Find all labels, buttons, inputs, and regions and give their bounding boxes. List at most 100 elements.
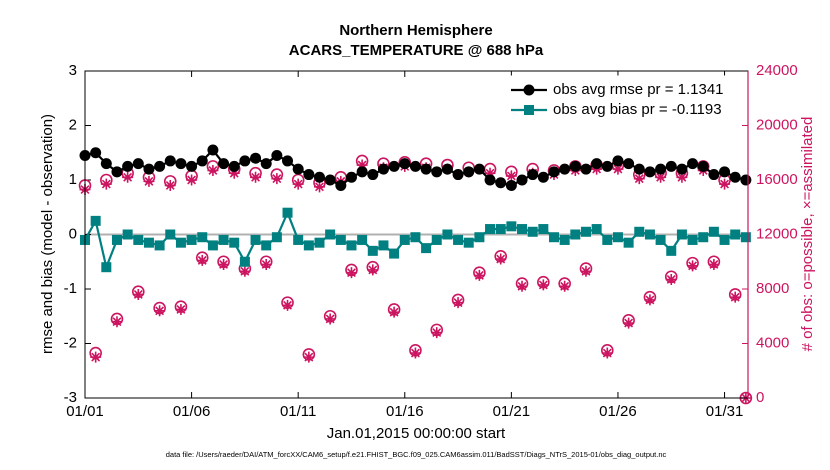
data-point bbox=[282, 207, 293, 218]
y2-tick-label: 0 bbox=[756, 389, 764, 406]
data-point bbox=[505, 179, 517, 191]
data-point bbox=[196, 155, 208, 167]
data-point bbox=[453, 234, 464, 245]
data-point bbox=[473, 269, 485, 281]
data-point bbox=[110, 312, 124, 326]
data-point bbox=[132, 288, 144, 300]
data-point bbox=[622, 314, 635, 327]
data-point bbox=[239, 256, 250, 267]
data-point bbox=[409, 344, 422, 357]
data-point bbox=[357, 234, 368, 245]
data-point bbox=[261, 240, 272, 251]
data-point bbox=[664, 270, 678, 284]
data-point bbox=[229, 237, 240, 248]
data-point bbox=[515, 277, 529, 290]
data-point bbox=[495, 224, 506, 235]
data-point bbox=[612, 232, 623, 243]
data-point bbox=[643, 290, 657, 304]
data-point bbox=[644, 229, 655, 240]
data-point bbox=[100, 158, 112, 170]
y-tick-label: 2 bbox=[69, 116, 77, 133]
data-point bbox=[89, 346, 102, 360]
x-tick-label: 01/31 bbox=[706, 403, 744, 420]
data-point bbox=[409, 347, 421, 359]
data-point bbox=[164, 155, 176, 167]
legend-marker bbox=[524, 105, 534, 115]
data-point bbox=[410, 232, 421, 243]
data-point bbox=[345, 263, 358, 277]
x-axis-label: Jan.01,2015 00:00:00 start bbox=[327, 425, 506, 442]
data-point bbox=[591, 224, 602, 235]
data-point bbox=[186, 174, 198, 186]
data-point bbox=[399, 234, 410, 245]
x-tick-label: 01/11 bbox=[280, 403, 316, 420]
data-point bbox=[239, 155, 251, 167]
data-point bbox=[131, 285, 145, 299]
data-point bbox=[133, 234, 144, 245]
data-point bbox=[314, 237, 325, 248]
data-point bbox=[537, 279, 549, 291]
data-point bbox=[495, 177, 507, 189]
data-point bbox=[644, 294, 656, 306]
data-point bbox=[559, 280, 571, 292]
data-point bbox=[218, 158, 230, 170]
data-point bbox=[303, 351, 315, 363]
data-point bbox=[90, 351, 102, 363]
data-point bbox=[537, 275, 550, 289]
y-tick-label: 0 bbox=[69, 225, 77, 242]
data-point bbox=[282, 155, 294, 167]
data-point bbox=[719, 178, 731, 190]
data-point bbox=[655, 171, 667, 183]
data-point bbox=[431, 234, 442, 245]
data-point bbox=[153, 301, 166, 315]
data-point bbox=[302, 348, 316, 361]
data-point bbox=[666, 245, 677, 256]
data-point bbox=[707, 255, 721, 269]
data-point bbox=[558, 277, 571, 290]
data-point bbox=[90, 147, 102, 159]
y2-tick-label: 24000 bbox=[756, 62, 798, 79]
data-point bbox=[163, 175, 177, 188]
data-point bbox=[207, 164, 219, 176]
y-tick-label: -1 bbox=[64, 280, 77, 297]
data-point bbox=[495, 253, 507, 265]
data-point bbox=[345, 267, 357, 279]
data-point bbox=[430, 323, 444, 337]
data-point bbox=[303, 240, 314, 251]
data-point bbox=[346, 240, 357, 251]
data-point bbox=[378, 240, 389, 251]
data-point bbox=[366, 260, 380, 274]
data-point bbox=[143, 175, 155, 187]
data-point bbox=[420, 163, 432, 175]
data-point bbox=[494, 249, 508, 263]
data-point bbox=[270, 168, 284, 181]
data-point bbox=[207, 240, 218, 251]
data-point bbox=[474, 232, 485, 243]
data-point bbox=[708, 258, 720, 270]
data-point bbox=[377, 163, 389, 175]
data-point bbox=[719, 166, 731, 178]
data-point bbox=[517, 224, 528, 235]
data-point bbox=[314, 171, 326, 183]
data-point bbox=[186, 234, 197, 245]
data-point bbox=[740, 174, 752, 186]
data-point bbox=[323, 309, 337, 323]
y-tick-label: -2 bbox=[64, 334, 77, 351]
legend-marker bbox=[523, 84, 535, 96]
data-point bbox=[281, 296, 294, 309]
data-point bbox=[122, 171, 134, 183]
data-point bbox=[484, 174, 496, 186]
data-point bbox=[122, 229, 133, 240]
y2-axis-label: # of obs: o=possible, ×=assimilated bbox=[799, 117, 816, 352]
data-point bbox=[175, 303, 187, 315]
data-point bbox=[239, 265, 251, 277]
data-point bbox=[473, 266, 486, 279]
data-point bbox=[218, 258, 230, 270]
data-point bbox=[325, 229, 336, 240]
data-point bbox=[367, 264, 379, 276]
data-point bbox=[409, 160, 421, 172]
data-point bbox=[612, 163, 624, 175]
legend bbox=[504, 75, 746, 125]
data-point bbox=[686, 256, 699, 270]
